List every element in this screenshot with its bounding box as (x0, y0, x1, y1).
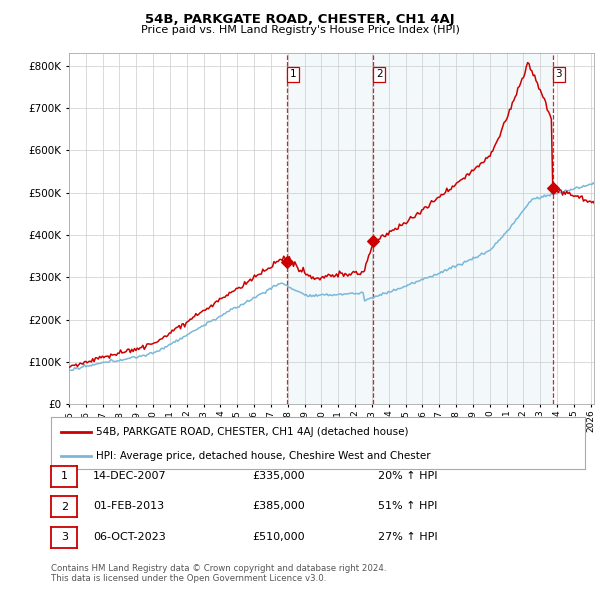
Text: £385,000: £385,000 (252, 502, 305, 511)
Text: £510,000: £510,000 (252, 532, 305, 542)
Text: Contains HM Land Registry data © Crown copyright and database right 2024.
This d: Contains HM Land Registry data © Crown c… (51, 563, 386, 583)
Text: 3: 3 (61, 533, 68, 542)
Text: £335,000: £335,000 (252, 471, 305, 480)
Text: 14-DEC-2007: 14-DEC-2007 (93, 471, 167, 480)
Text: 54B, PARKGATE ROAD, CHESTER, CH1 4AJ (detached house): 54B, PARKGATE ROAD, CHESTER, CH1 4AJ (de… (97, 427, 409, 437)
Point (282, 258, 292, 267)
Text: Price paid vs. HM Land Registry's House Price Index (HPI): Price paid vs. HM Land Registry's House … (140, 25, 460, 35)
Text: 01-FEB-2013: 01-FEB-2013 (93, 502, 164, 511)
Text: 1: 1 (290, 69, 296, 79)
Bar (287, 53, 373, 404)
Text: 3: 3 (556, 69, 562, 79)
Text: 06-OCT-2023: 06-OCT-2023 (93, 532, 166, 542)
Point (368, 237, 378, 246)
Text: 2: 2 (61, 502, 68, 512)
Text: 20% ↑ HPI: 20% ↑ HPI (378, 471, 437, 480)
Text: 54B, PARKGATE ROAD, CHESTER, CH1 4AJ: 54B, PARKGATE ROAD, CHESTER, CH1 4AJ (145, 13, 455, 26)
Text: 51% ↑ HPI: 51% ↑ HPI (378, 502, 437, 511)
Point (548, 183, 558, 193)
Text: HPI: Average price, detached house, Cheshire West and Chester: HPI: Average price, detached house, Ches… (97, 451, 431, 461)
Text: 27% ↑ HPI: 27% ↑ HPI (378, 532, 437, 542)
Text: 2: 2 (376, 69, 382, 79)
Text: 1: 1 (61, 471, 68, 481)
Bar (373, 53, 553, 404)
